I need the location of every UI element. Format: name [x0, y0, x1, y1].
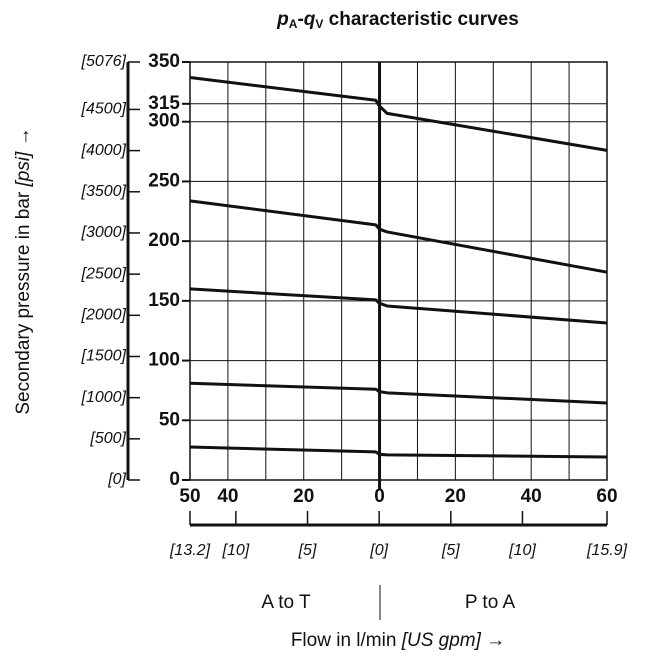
x2-tick-label: [10]: [508, 542, 536, 559]
y-tick-label: 0: [169, 469, 180, 490]
x2-tick-label: [10]: [222, 542, 250, 559]
x-tick-label: 20: [293, 486, 314, 507]
y2-tick-label: [2500]: [81, 265, 127, 282]
x2-tick-label: [15.9]: [586, 542, 628, 559]
curve: [189, 287, 608, 325]
plot-frame: [189, 61, 608, 481]
y2-tick-label: [3500]: [81, 183, 127, 200]
x-tick-label: 20: [445, 486, 466, 507]
y2-tick-label: [4000]: [81, 142, 127, 159]
y-axis-label: Secondary pressure in bar [psi] →: [13, 127, 34, 414]
curve: [189, 445, 608, 459]
x-tick-label: 60: [596, 486, 617, 507]
x-tick-label: 40: [217, 486, 238, 507]
y2-tick-label: [1000]: [81, 389, 127, 406]
y-tick-label: 50: [159, 409, 180, 430]
x2-tick-label: [13.2]: [169, 542, 211, 559]
curve: [189, 381, 608, 405]
x2-tick-label: [5]: [441, 542, 460, 559]
y-tick-label: 300: [148, 111, 180, 132]
x-tick-label: 0: [374, 486, 385, 507]
curve: [189, 76, 608, 152]
y2-tick-label: [3000]: [81, 224, 127, 241]
y-tick-label: 250: [148, 170, 180, 191]
y2-tick-label: [2000]: [81, 307, 127, 324]
x2-tick-label: [0]: [369, 542, 388, 559]
chart-title: pA-qV characteristic curves: [276, 9, 519, 31]
curve: [189, 199, 608, 274]
region-label: A to T: [261, 592, 311, 613]
x2-tick-label: [5]: [298, 542, 317, 559]
y2-tick-label: [0]: [107, 471, 126, 488]
y2-tick-label: [5076]: [81, 53, 127, 70]
y-tick-label: 100: [148, 350, 180, 371]
x-axis-label: Flow in l/min [US gpm] →: [291, 630, 505, 651]
region-label: P to A: [465, 592, 516, 613]
x-tick-label: 50: [179, 486, 200, 507]
x-tick-label: 40: [521, 486, 542, 507]
y2-tick-label: [500]: [89, 430, 126, 447]
y2-tick-label: [1500]: [81, 348, 127, 365]
y-tick-label: 150: [148, 290, 180, 311]
y-tick-label: 350: [148, 51, 180, 72]
y-tick-label: 200: [148, 230, 180, 251]
y2-tick-label: [4500]: [81, 101, 127, 118]
y-tick-label: 315: [148, 93, 180, 114]
